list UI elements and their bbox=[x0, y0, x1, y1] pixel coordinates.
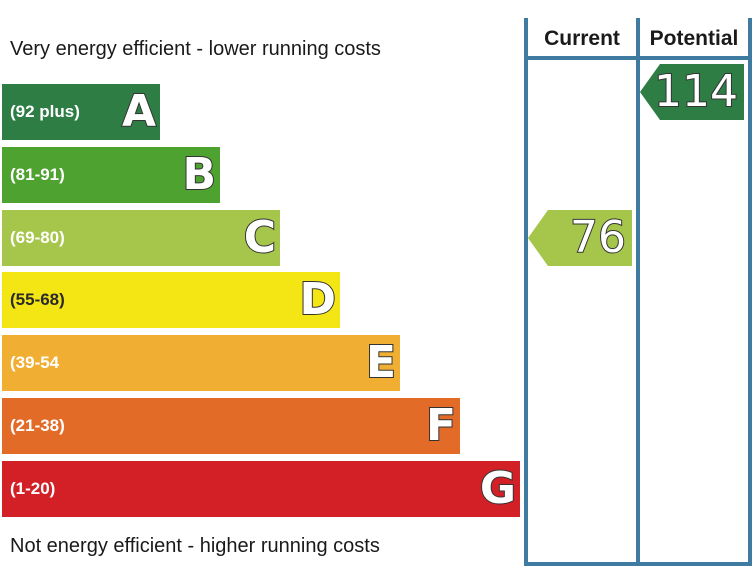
current-rating-value: 76 bbox=[569, 211, 627, 264]
current-rating-arrow bbox=[528, 209, 632, 266]
current-column-header: Current bbox=[544, 27, 620, 50]
band-f: (21-38) F bbox=[2, 398, 460, 454]
band-g: (1-20) G bbox=[2, 460, 520, 517]
band-range-label: (92 plus) bbox=[10, 102, 80, 121]
band-letter: B bbox=[181, 148, 217, 200]
table-bottom-border bbox=[524, 562, 752, 566]
band-range-label: (81-91) bbox=[10, 164, 65, 184]
current-rating-marker: 76 bbox=[528, 209, 632, 266]
band-letter: A bbox=[121, 86, 157, 137]
band-c: (69-80) C bbox=[2, 209, 280, 266]
band-range-label: (69-80) bbox=[10, 227, 65, 247]
band-e: (39-54 E bbox=[2, 335, 400, 392]
bottom-caption: Not energy efficient - higher running co… bbox=[10, 535, 380, 557]
potential-rating-arrow bbox=[640, 64, 744, 120]
top-caption: Very energy efficient - lower running co… bbox=[10, 38, 381, 60]
band-letter: E bbox=[365, 337, 397, 389]
band-range-label: (1-20) bbox=[10, 478, 56, 498]
band-letter: C bbox=[243, 211, 277, 263]
potential-rating-value: 114 bbox=[653, 65, 739, 118]
band-d: (55-68) D bbox=[2, 272, 340, 329]
band-range-label: (39-54 bbox=[10, 353, 60, 373]
band-letter: D bbox=[298, 274, 337, 326]
band-range-label: (55-68) bbox=[10, 290, 65, 310]
potential-column-right-border bbox=[748, 18, 752, 566]
potential-rating-marker: 114 bbox=[640, 64, 744, 120]
band-a: (92 plus) A bbox=[2, 84, 160, 140]
potential-column-header: Potential bbox=[649, 27, 739, 50]
band-range-label: (21-38) bbox=[10, 416, 65, 435]
band-b: (81-91) B bbox=[2, 146, 220, 203]
potential-column-left-border bbox=[636, 18, 640, 566]
header-divider bbox=[524, 56, 752, 60]
band-letter: G bbox=[479, 462, 517, 514]
current-column-left-border bbox=[524, 18, 528, 566]
band-letter: F bbox=[425, 400, 457, 451]
